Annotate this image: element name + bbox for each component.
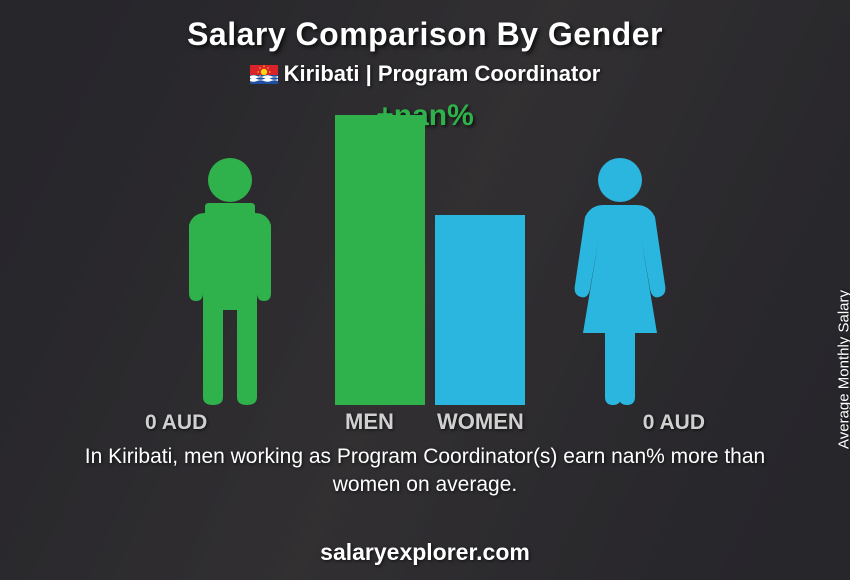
men-bar — [335, 115, 425, 405]
kiribati-flag-icon — [250, 64, 278, 83]
vertical-axis-label: Average Monthly Salary — [836, 290, 850, 449]
man-icon — [175, 155, 285, 405]
men-value-label: 0 AUD — [145, 411, 207, 435]
women-value-label: 0 AUD — [643, 411, 705, 435]
caption-text: In Kiribati, men working as Program Coor… — [60, 443, 790, 500]
women-category-label: WOMEN — [437, 409, 524, 435]
men-category-label: MEN — [345, 409, 394, 435]
country-label: Kiribati — [284, 61, 360, 86]
role-label: Program Coordinator — [378, 61, 600, 86]
page-title: Salary Comparison By Gender — [0, 0, 850, 53]
footer-source: salaryexplorer.com — [0, 539, 850, 566]
women-bar — [435, 215, 525, 405]
comparison-chart: +nan% 0 AUD MEN WOMEN 0 AUD — [145, 105, 705, 435]
separator: | — [359, 61, 377, 86]
woman-icon — [565, 155, 675, 405]
subtitle: Kiribati | Program Coordinator — [0, 61, 850, 87]
